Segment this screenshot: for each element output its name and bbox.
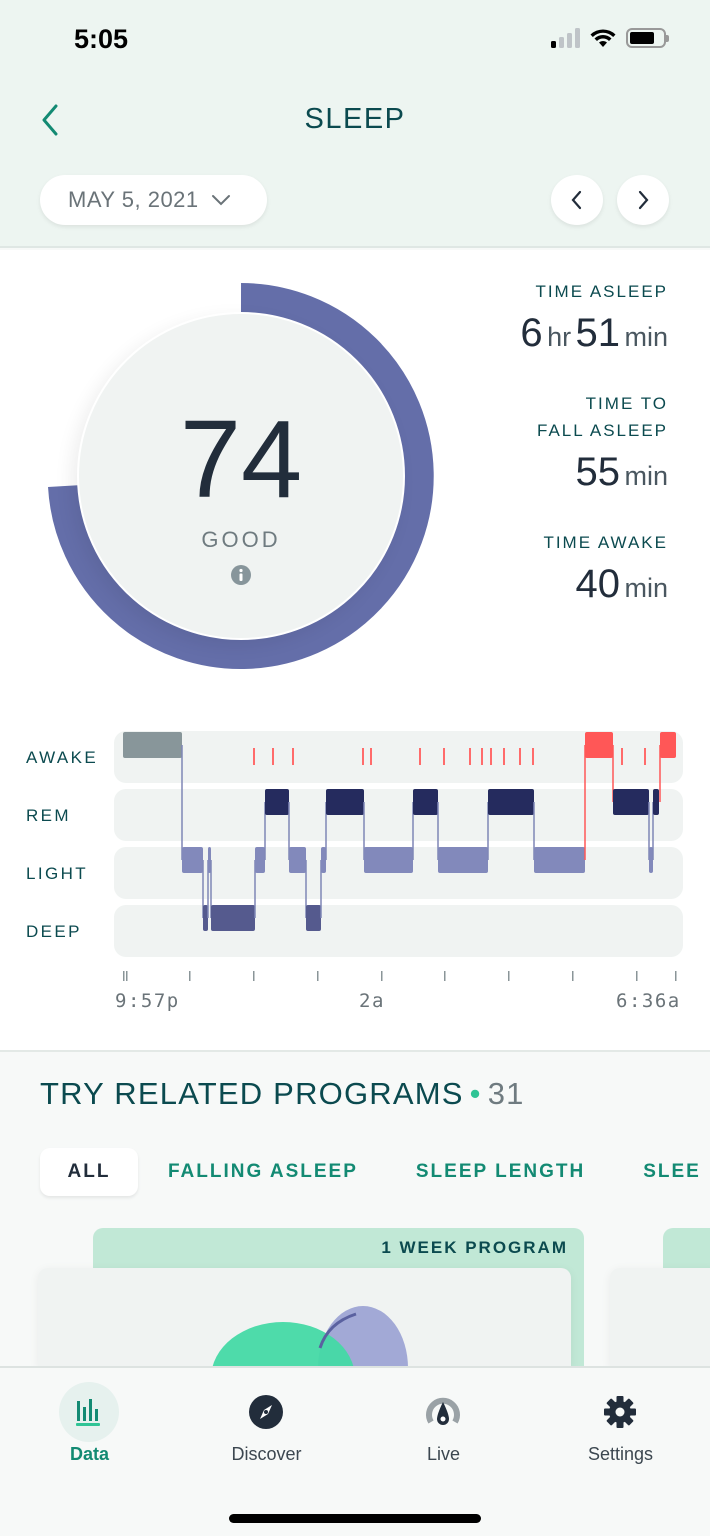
stat-time-asleep: TIME ASLEEP 6 hr 51 min (520, 278, 668, 356)
wifi-icon (590, 29, 616, 47)
program-card[interactable] (38, 1268, 571, 1368)
compass-icon (236, 1382, 296, 1442)
lane-light (114, 847, 683, 899)
chevron-right-icon (638, 190, 649, 210)
tab-discover[interactable]: Discover (178, 1368, 355, 1478)
tab-data[interactable]: Data (1, 1368, 178, 1478)
bottom-tab-bar: Data Discover Live Settings (0, 1366, 710, 1536)
filter-falling-asleep[interactable]: FALLING ASLEEP (168, 1161, 358, 1182)
related-programs-heading: TRY RELATED PROGRAMS • 31 (40, 1076, 525, 1111)
date-picker[interactable]: MAY 5, 2021 (40, 175, 267, 225)
score-progress-arc (48, 283, 434, 669)
battery-icon (626, 28, 669, 48)
stage-label-light: LIGHT (26, 864, 89, 883)
gear-icon (590, 1382, 650, 1442)
status-time: 5:05 (74, 24, 129, 54)
stage-label-rem: REM (26, 806, 71, 825)
filter-sleep-more[interactable]: SLEE (643, 1161, 701, 1182)
sleep-score-rating: GOOD (201, 527, 281, 552)
programs-count: 31 (487, 1076, 525, 1111)
lane-awake (114, 731, 683, 783)
stat-value: 6 hr 51 min (520, 311, 668, 355)
axis-start-time: 9:57p (115, 990, 180, 1012)
previous-day-button[interactable] (551, 175, 603, 225)
home-indicator (229, 1514, 481, 1523)
lane-deep (114, 905, 683, 957)
axis-end-time: 6:36a (616, 990, 681, 1012)
sleep-stats: TIME ASLEEP 6 hr 51 min TIME TO FALL ASL… (520, 278, 668, 641)
axis-mid-time: 2a (359, 990, 385, 1012)
filter-all[interactable]: ALL (40, 1148, 138, 1196)
filter-sleep-length[interactable]: SLEEP LENGTH (415, 1161, 586, 1182)
sleep-summary-section: 74 GOOD TIME ASLEEP 6 hr 51 min TIME TO … (0, 250, 710, 1052)
stage-label-deep: DEEP (26, 922, 82, 941)
next-program-card[interactable] (610, 1268, 710, 1368)
sleep-score-ring: 74 GOOD (40, 275, 442, 677)
status-icons (551, 28, 669, 48)
sleep-score-value: 74 (179, 398, 303, 521)
next-day-button[interactable] (617, 175, 669, 225)
tab-settings[interactable]: Settings (532, 1368, 709, 1478)
chevron-left-icon (571, 190, 582, 210)
program-illustration (212, 1306, 408, 1368)
stage-label-awake: AWAKE (26, 748, 99, 767)
score-center (77, 312, 405, 640)
back-chevron-icon[interactable] (36, 100, 66, 140)
tab-live[interactable]: Live (355, 1368, 532, 1478)
info-icon[interactable] (231, 565, 251, 585)
header: 5:05 SLEEP MAY 5, 2021 (0, 0, 710, 248)
stat-label: TIME AWAKE (543, 533, 668, 552)
page-title: SLEEP (304, 103, 406, 135)
chevron-down-icon (211, 195, 230, 206)
live-gauge-icon (413, 1382, 473, 1442)
stat-label: TIME TO (585, 394, 668, 413)
stat-time-to-fall-asleep: TIME TO FALL ASLEEP 55 min (520, 390, 668, 495)
stat-label: TIME ASLEEP (535, 282, 668, 301)
bar-chart-icon (59, 1382, 119, 1442)
stat-value: 55 min (575, 450, 668, 494)
stat-value: 40 min (575, 562, 668, 606)
program-filters: ALL FALLING ASLEEP SLEEP LENGTH SLEE (40, 1148, 701, 1196)
date-value: MAY 5, 2021 (68, 187, 199, 212)
cellular-signal-icon (551, 28, 580, 48)
stat-label: FALL ASLEEP (537, 421, 668, 440)
lane-rem (114, 789, 683, 841)
stat-time-awake: TIME AWAKE 40 min (520, 529, 668, 607)
